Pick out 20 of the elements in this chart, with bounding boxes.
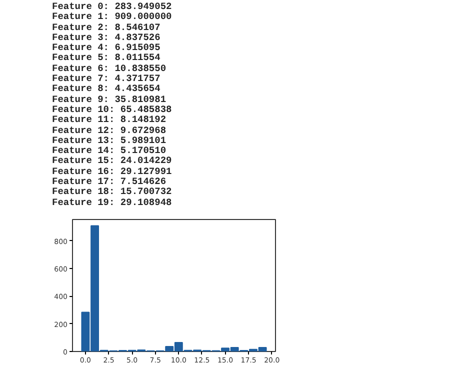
text: Feature 9: 35.810981: [52, 94, 166, 105]
text: Feature 11: 8.148192: [52, 114, 166, 126]
text: Feature 5: 8.011554: [52, 52, 160, 64]
text: Feature 12: 9.672968: [52, 124, 166, 136]
text: Feature 1: 909.000000: [52, 11, 172, 22]
text: Feature 8: 4.435654: [52, 83, 160, 94]
text: Feature 3: 4.837526: [52, 32, 160, 43]
text: Feature 0: 283.949052: [52, 1, 172, 12]
text: Feature 14: 5.170510: [52, 145, 166, 156]
text: Feature 2: 8.546107: [52, 22, 160, 33]
text: Feature 16: 29.127991: [52, 166, 172, 177]
text: Feature 6: 10.838550: [52, 62, 166, 74]
text: Feature 4: 6.915095: [52, 42, 160, 54]
text: Feature 18: 15.700732: [52, 186, 172, 198]
text: Feature 10: 65.485838: [52, 104, 172, 115]
text: Feature 17: 7.514626: [52, 176, 166, 188]
text: Feature 7: 4.371757: [52, 73, 160, 84]
text: Feature 13: 5.989101: [52, 134, 166, 146]
text: Feature 15: 24.014229: [52, 155, 172, 166]
text: Feature 19: 29.108948: [52, 196, 172, 208]
